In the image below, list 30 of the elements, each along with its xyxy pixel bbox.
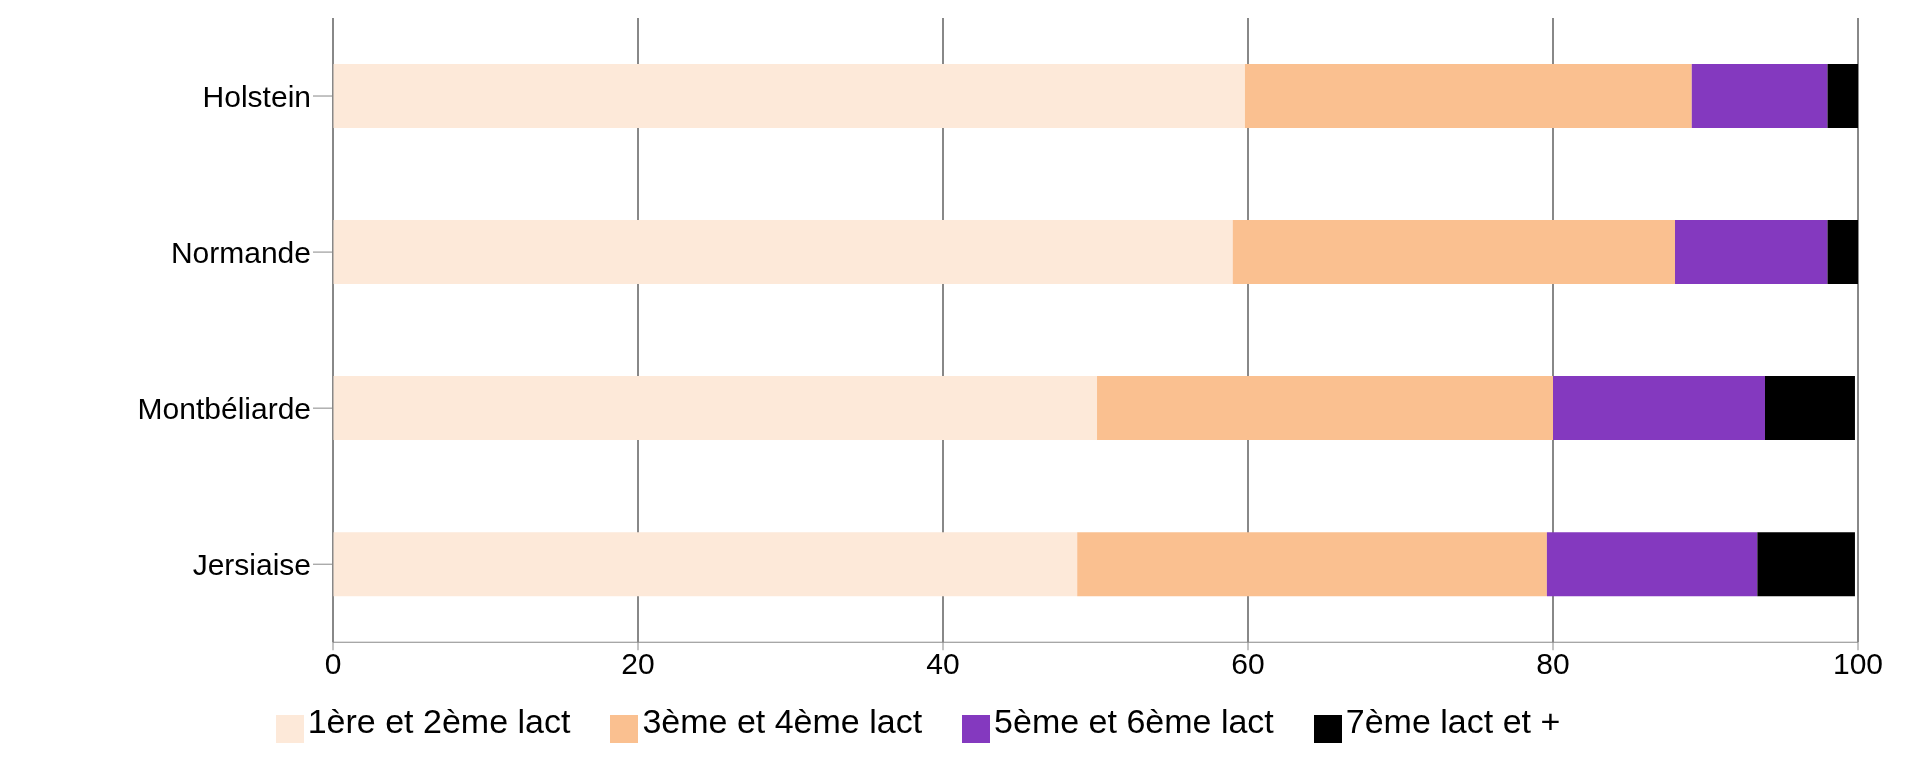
x-tick-label: 80 [1536,646,1570,680]
bar [1244,64,1692,128]
bar [1827,220,1858,285]
y-tick-label: Normande [170,235,311,269]
bar [1553,376,1765,441]
legend-label: 3ème et 4ème lact [642,702,923,741]
bar [1232,220,1675,285]
legend-label: 7ème lact et + [1345,702,1561,741]
bar [333,64,1245,128]
y-tick-label: Montbéliarde [137,391,311,425]
bar [1097,376,1553,441]
y-tick-label: Holstein [202,79,311,113]
x-tick-label: 100 [1832,646,1884,680]
legend-label: 1ère et 2ème lact [307,702,571,741]
y-tick-label: Jersiaise [192,547,311,581]
bar [333,532,1078,597]
bar [333,220,1233,285]
legend-label: 5ème et 6ème lact [994,702,1274,741]
bar [1546,532,1758,597]
bar [1077,532,1547,597]
bar [1764,376,1855,441]
bar [333,376,1098,441]
x-tick-label: 40 [926,646,960,680]
bar [1757,532,1855,597]
bar [1827,64,1858,128]
x-tick-label: 20 [621,646,655,680]
bar [1675,220,1828,285]
x-tick-label: 0 [324,646,342,680]
bar [1691,64,1828,128]
x-tick-label: 60 [1231,646,1265,680]
